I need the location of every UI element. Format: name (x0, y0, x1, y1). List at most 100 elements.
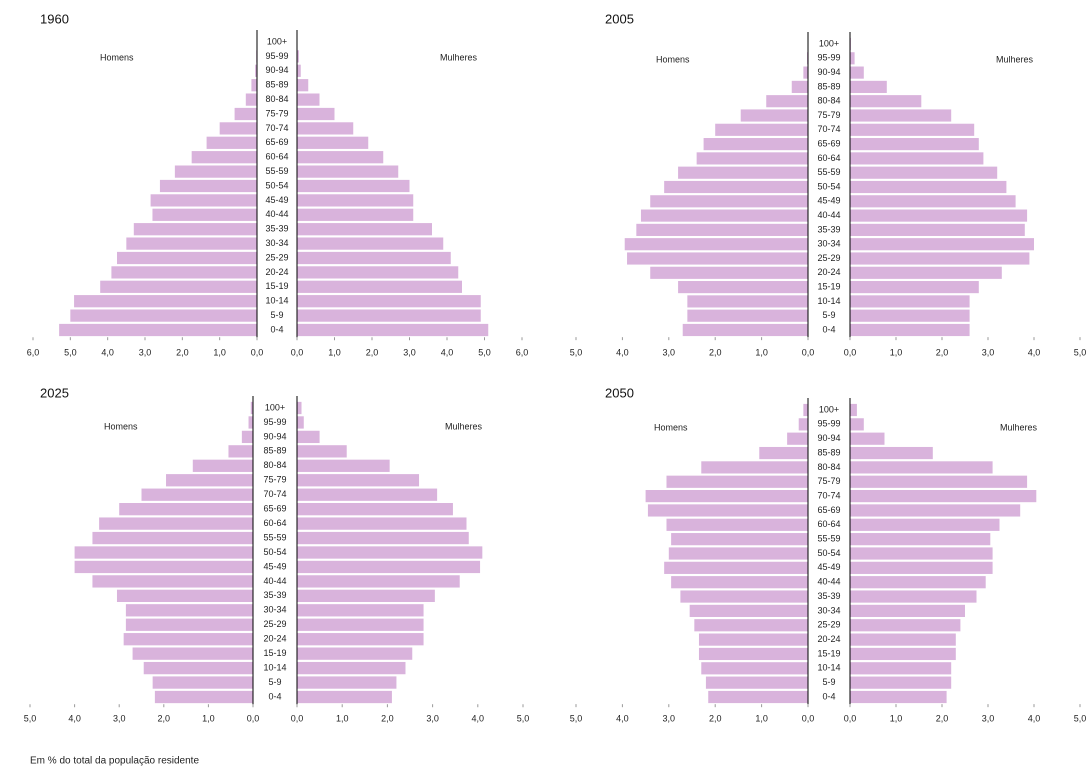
bar (850, 152, 984, 165)
category-label: 60-64 (817, 153, 840, 163)
bar (708, 690, 808, 704)
category-label: 100+ (819, 404, 839, 414)
bar (850, 309, 970, 322)
bar (297, 647, 413, 660)
bar (297, 589, 435, 602)
bar (297, 618, 424, 631)
series-label: Homens (656, 54, 690, 64)
bar (850, 475, 1028, 488)
category-label: 20-24 (817, 267, 840, 277)
category-label: 55-59 (817, 534, 840, 544)
bar (206, 136, 257, 149)
category-label: 50-54 (817, 181, 840, 191)
x-tick-label: 2,0 (936, 713, 949, 723)
bar (297, 560, 481, 574)
bar (850, 619, 961, 632)
bar (850, 252, 1030, 265)
category-label: 40-44 (265, 209, 288, 219)
bar (666, 518, 808, 531)
x-tick-label: 2,0 (709, 347, 722, 357)
bar (850, 281, 979, 294)
bar (798, 418, 808, 431)
category-label: 45-49 (817, 562, 840, 572)
bar (740, 109, 808, 122)
x-tick-label: 0,0 (844, 713, 857, 723)
bar (297, 531, 469, 545)
bar (297, 661, 406, 675)
category-label: 5-9 (270, 310, 283, 320)
x-tick-label: 1,0 (890, 713, 903, 723)
bar (297, 280, 462, 293)
x-tick-label: 2,0 (381, 713, 394, 723)
bar (698, 633, 808, 646)
bar (687, 295, 808, 308)
category-label: 95-99 (265, 51, 288, 61)
bar (850, 561, 993, 574)
category-label: 65-69 (263, 504, 286, 514)
x-tick-label: 1,0 (328, 347, 341, 357)
x-tick-label: 4,0 (68, 713, 81, 723)
category-label: 5-9 (268, 677, 281, 687)
category-label: 100+ (267, 36, 287, 46)
bar (759, 446, 808, 460)
bar (152, 208, 257, 221)
bar (116, 589, 253, 602)
bar (850, 180, 1007, 194)
bar (297, 401, 302, 415)
category-label: 55-59 (265, 166, 288, 176)
series-label: Mulheres (445, 421, 483, 431)
bar (850, 138, 979, 151)
bar (850, 52, 855, 65)
bar (850, 533, 991, 546)
x-tick-label: 3,0 (663, 347, 676, 357)
bar (850, 195, 1016, 208)
bar (297, 79, 309, 92)
bar (191, 151, 257, 164)
category-label: 95-99 (817, 53, 840, 63)
x-tick-label: 0,0 (251, 347, 264, 357)
category-label: 70-74 (263, 489, 286, 499)
bar (119, 503, 253, 516)
bar (696, 152, 808, 165)
bar (689, 604, 808, 617)
category-label: 20-24 (817, 634, 840, 644)
bar (636, 223, 808, 236)
bar (297, 416, 304, 429)
x-tick-label: 6,0 (516, 347, 529, 357)
category-label: 15-19 (263, 648, 286, 658)
bar (74, 560, 253, 574)
category-label: 30-34 (265, 238, 288, 248)
panel-title: 2005 (605, 11, 634, 26)
bar (850, 66, 864, 79)
x-tick-label: 4,0 (472, 713, 485, 723)
category-label: 35-39 (265, 224, 288, 234)
category-label: 100+ (819, 38, 839, 48)
x-tick-label: 3,0 (982, 713, 995, 723)
category-label: 85-89 (263, 446, 286, 456)
category-label: 35-39 (263, 590, 286, 600)
category-label: 10-14 (817, 296, 840, 306)
bar (297, 64, 301, 77)
category-label: 55-59 (817, 167, 840, 177)
bar (850, 418, 864, 431)
bar (694, 619, 808, 632)
bar (791, 80, 808, 93)
bar (297, 690, 392, 704)
bar (297, 107, 335, 121)
category-label: 30-34 (817, 605, 840, 615)
category-label: 50-54 (263, 547, 286, 557)
series-label: Homens (100, 52, 134, 62)
x-tick-label: 3,0 (403, 347, 416, 357)
x-tick-label: 5,0 (570, 347, 583, 357)
bar (297, 575, 460, 588)
x-tick-label: 1,0 (755, 347, 768, 357)
category-label: 20-24 (263, 634, 286, 644)
category-label: 0-4 (270, 324, 283, 334)
category-label: 90-94 (265, 65, 288, 75)
x-tick-label: 6,0 (27, 347, 40, 357)
bar (159, 179, 257, 193)
category-label: 85-89 (817, 447, 840, 457)
bar (111, 266, 258, 279)
x-tick-label: 0,0 (291, 347, 304, 357)
bar (850, 576, 986, 589)
